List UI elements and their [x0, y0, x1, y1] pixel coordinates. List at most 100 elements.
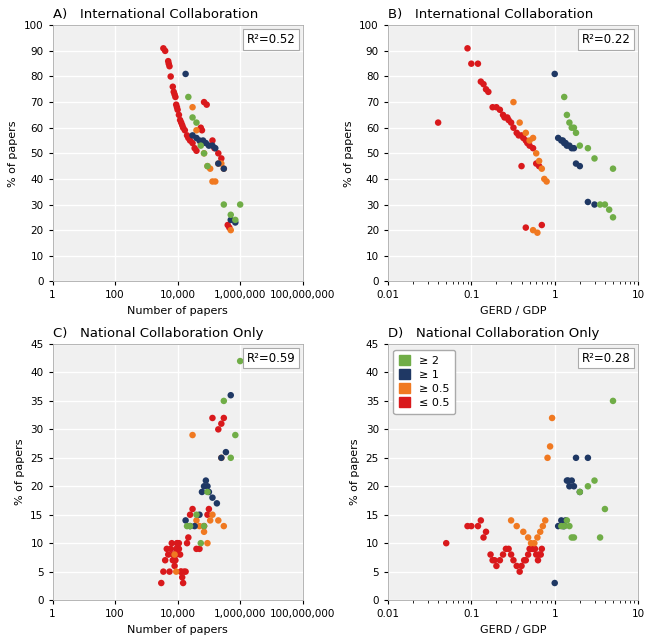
Point	[571, 158, 581, 168]
Point	[567, 123, 577, 133]
Point	[160, 46, 170, 56]
Point	[169, 549, 180, 559]
Point	[171, 549, 182, 559]
Point	[219, 163, 229, 174]
Point	[503, 544, 514, 554]
Point	[513, 131, 524, 141]
Point	[556, 521, 567, 531]
Point	[528, 225, 538, 235]
Point	[559, 521, 569, 531]
Point	[562, 475, 572, 485]
Point	[191, 544, 202, 554]
Text: A)   International Collaboration: A) International Collaboration	[52, 8, 258, 21]
Point	[179, 566, 189, 577]
Point	[195, 138, 206, 149]
Point	[562, 515, 572, 525]
Point	[180, 515, 191, 525]
Point	[168, 82, 178, 92]
X-axis label: Number of papers: Number of papers	[127, 306, 228, 316]
Point	[202, 487, 213, 497]
Point	[599, 199, 610, 210]
Point	[483, 87, 494, 97]
Point	[177, 572, 187, 583]
Point	[542, 453, 552, 463]
Point	[204, 504, 214, 514]
Point	[532, 532, 543, 543]
Point	[515, 118, 525, 128]
Point	[520, 222, 531, 233]
Point	[539, 174, 550, 184]
Point	[511, 561, 522, 571]
Point	[498, 110, 508, 120]
Point	[158, 566, 168, 577]
Point	[553, 133, 564, 143]
Point	[559, 138, 569, 149]
Text: R²=0.28: R²=0.28	[582, 352, 631, 365]
Point	[197, 487, 207, 497]
Point	[549, 69, 560, 79]
Point	[167, 538, 177, 548]
Point	[524, 140, 535, 150]
Point	[187, 430, 198, 440]
Text: R²=0.22: R²=0.22	[582, 33, 631, 46]
Legend: ≥ 2, ≥ 1, ≥ 0.5, ≤ 0.5: ≥ 2, ≥ 1, ≥ 0.5, ≤ 0.5	[394, 350, 455, 414]
Point	[199, 521, 209, 531]
Point	[528, 544, 538, 554]
Point	[433, 118, 443, 128]
Point	[191, 125, 202, 136]
Point	[582, 143, 593, 153]
Point	[169, 549, 180, 559]
Point	[199, 527, 209, 537]
Point	[532, 228, 543, 238]
Y-axis label: % of papers: % of papers	[350, 439, 360, 505]
Point	[178, 123, 188, 133]
Point	[582, 481, 593, 491]
Point	[163, 56, 174, 66]
Point	[191, 145, 202, 156]
Point	[200, 138, 211, 149]
Point	[183, 92, 193, 102]
Point	[207, 140, 217, 150]
Text: D)   National Collaboration Only: D) National Collaboration Only	[388, 327, 599, 340]
Point	[569, 123, 579, 133]
Point	[202, 481, 213, 491]
Point	[195, 140, 206, 150]
Point	[168, 555, 179, 565]
Point	[187, 102, 198, 113]
Point	[537, 163, 547, 174]
Point	[547, 413, 557, 423]
Point	[202, 100, 212, 110]
Point	[172, 102, 182, 113]
Point	[224, 222, 234, 233]
Y-axis label: % of papers: % of papers	[8, 120, 18, 186]
Point	[177, 120, 187, 131]
Point	[462, 43, 473, 53]
Point	[524, 544, 535, 554]
Point	[230, 217, 240, 228]
Point	[202, 510, 213, 520]
Point	[225, 215, 236, 225]
Point	[535, 527, 545, 537]
Point	[556, 136, 567, 146]
Point	[533, 555, 543, 565]
Point	[569, 143, 579, 153]
Point	[197, 125, 207, 136]
Point	[191, 133, 202, 143]
Point	[219, 199, 229, 210]
Point	[172, 544, 183, 554]
Point	[517, 161, 527, 171]
Point	[160, 555, 170, 565]
Point	[511, 128, 522, 138]
Point	[508, 123, 518, 133]
Point	[503, 115, 514, 125]
Point	[537, 220, 547, 230]
Point	[517, 561, 527, 571]
Point	[212, 498, 222, 509]
Point	[515, 566, 525, 577]
Point	[534, 156, 545, 166]
Point	[204, 140, 214, 150]
Point	[169, 89, 180, 100]
Point	[589, 199, 599, 210]
Point	[216, 453, 227, 463]
Point	[487, 102, 498, 113]
